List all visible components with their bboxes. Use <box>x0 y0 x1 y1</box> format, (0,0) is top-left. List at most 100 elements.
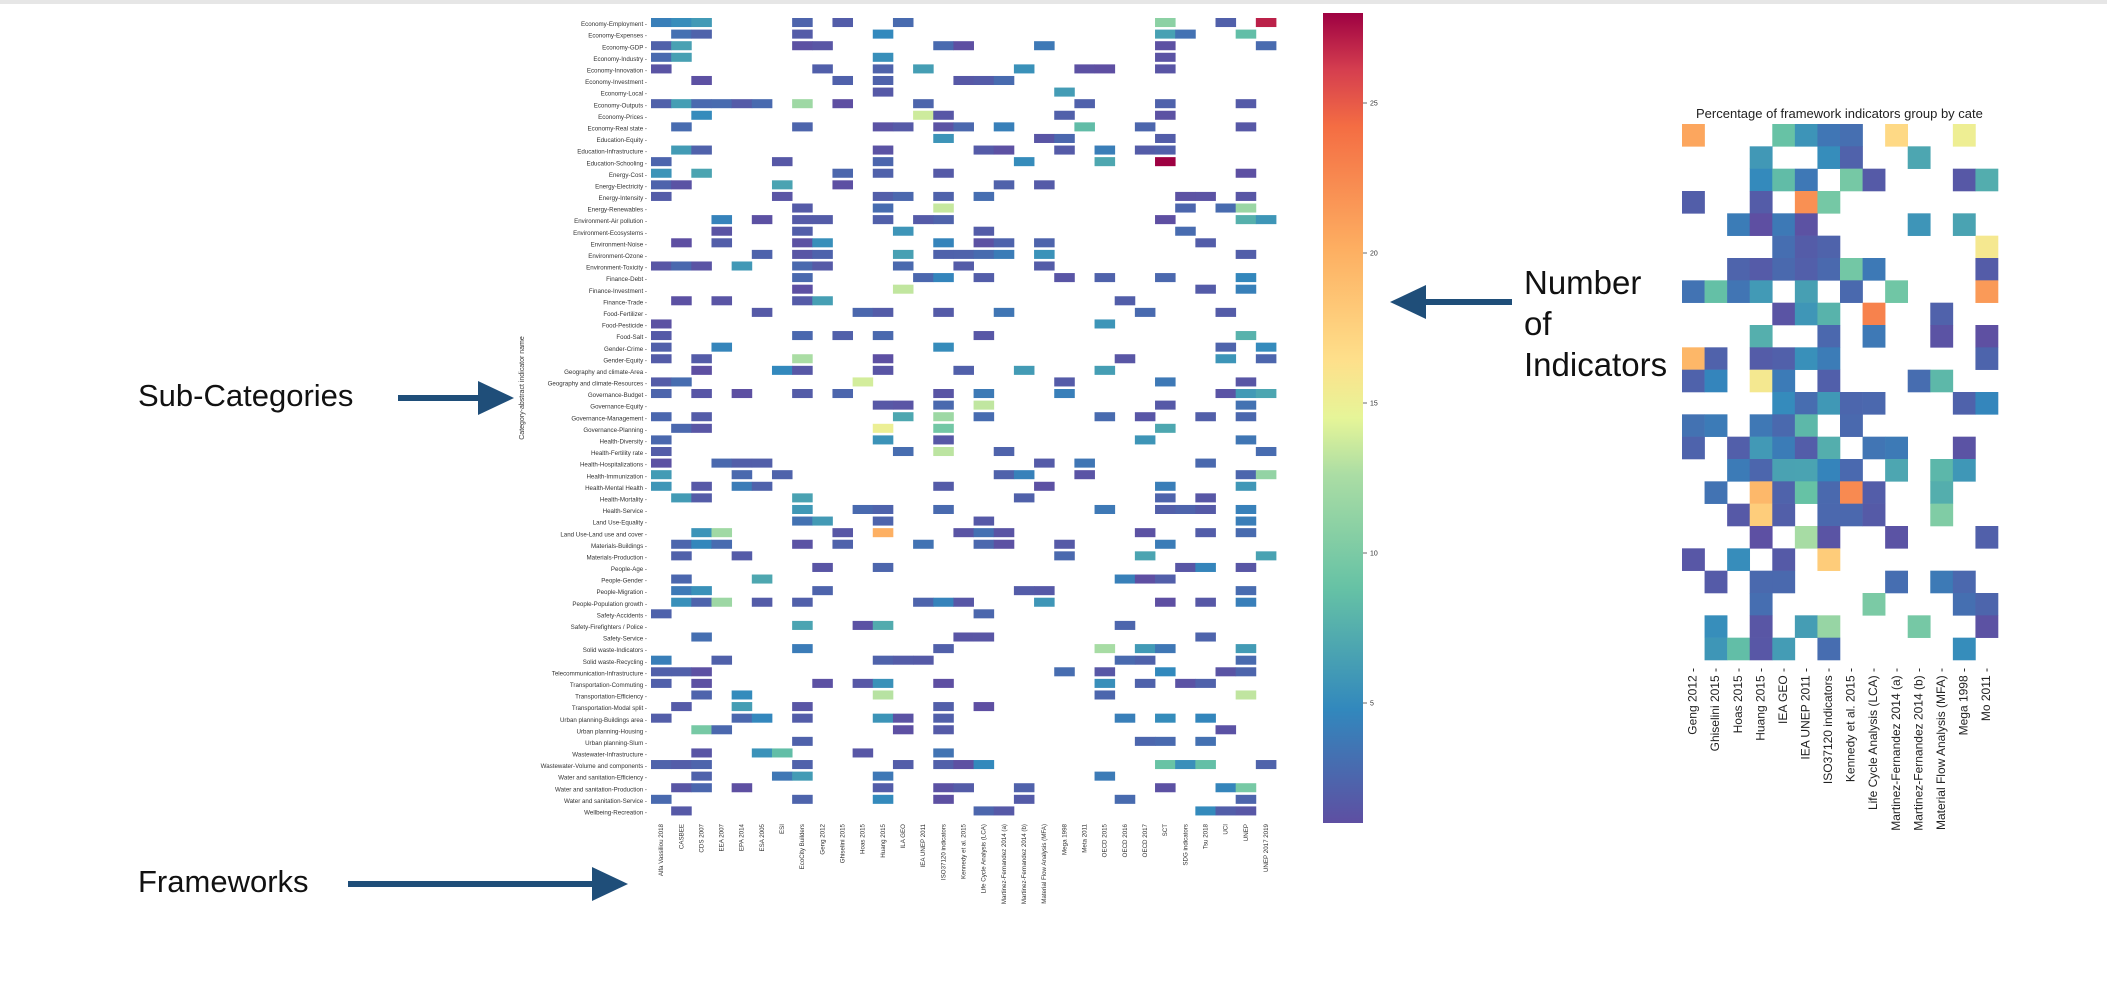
zoom-cell <box>1704 637 1728 661</box>
heatmap-cell <box>1134 307 1156 317</box>
heatmap-cell <box>691 678 712 688</box>
heatmap-cell <box>892 713 914 723</box>
heatmap-cell <box>1195 713 1216 723</box>
zoom-cell <box>1794 302 1818 326</box>
heatmap-cell <box>1013 783 1035 793</box>
zoom-cell <box>1772 414 1796 437</box>
heatmap-cell <box>1054 377 1075 387</box>
heatmap-cell <box>892 226 914 236</box>
heatmap-cell <box>651 389 672 399</box>
heatmap-cell <box>1114 713 1136 723</box>
heatmap-cell <box>933 794 954 804</box>
zoom-cell <box>1952 593 1976 616</box>
heatmap-cell <box>892 412 914 422</box>
zoom-cell <box>1727 436 1751 460</box>
heatmap-cell <box>872 29 894 39</box>
zoom-cell <box>1930 369 1954 393</box>
heatmap-cell <box>933 481 954 491</box>
heatmap-cell <box>651 191 672 201</box>
heatmap-cell <box>973 273 995 283</box>
heatmap-cell <box>1054 145 1075 155</box>
heatmap-cell <box>1074 64 1095 74</box>
heatmap-cell <box>832 75 854 86</box>
heatmap-cell <box>691 110 712 120</box>
heatmap-cell <box>1155 597 1176 607</box>
column-tick-label: ISO37120 indicators <box>940 824 947 880</box>
heatmap-cell <box>993 446 1015 457</box>
row-tick-label: Safety-Service - <box>603 636 647 643</box>
heatmap-cell <box>1215 725 1237 735</box>
heatmap-cell <box>993 528 1015 538</box>
column-tick-label: OECD 2016 <box>1122 823 1129 857</box>
heatmap-cell <box>1255 551 1277 561</box>
heatmap-cell <box>1034 249 1055 259</box>
heatmap-cell <box>792 215 813 225</box>
heatmap-cell <box>933 713 954 723</box>
zoom-cell <box>1772 213 1796 236</box>
heatmap-cell <box>792 273 813 283</box>
heatmap-cell <box>691 493 712 503</box>
row-labels: Economy-Employment - Economy-Expenses - Ec… <box>541 21 647 816</box>
zoom-cell <box>1907 146 1931 169</box>
heatmap-cell <box>892 18 914 28</box>
heatmap-cell <box>872 516 894 526</box>
zoom-cell <box>1794 459 1818 482</box>
heatmap-cell <box>973 412 995 422</box>
heatmap-cell <box>1175 203 1196 213</box>
heatmap-cell <box>671 29 692 39</box>
zoom-cell <box>1772 235 1796 259</box>
heatmap-cell <box>1034 458 1055 468</box>
row-tick-label: Water and sanitation-Production - <box>555 786 647 793</box>
heatmap-cell <box>1034 597 1055 607</box>
heatmap-cell <box>1114 354 1136 364</box>
heatmap-cell <box>1134 574 1156 584</box>
zoom-cell <box>1704 369 1728 393</box>
colorbar-tick-label: 20 <box>1370 251 1378 258</box>
heatmap-cell <box>953 261 974 271</box>
heatmap-cell <box>1255 389 1277 399</box>
heatmap-cell <box>1034 481 1055 491</box>
zoom-cell <box>1772 570 1796 594</box>
zoom-cell <box>1930 570 1954 594</box>
heatmap-cell <box>1134 736 1156 746</box>
zoom-cell <box>1749 414 1773 437</box>
zoom-cell <box>1772 392 1796 415</box>
heatmap-cell <box>651 180 672 190</box>
heatmap-cell <box>993 307 1015 317</box>
row-tick-label: Transportation-Efficiency - <box>575 694 647 701</box>
heatmap-cell <box>651 435 672 445</box>
row-tick-label: Finance-Debt - <box>606 276 647 283</box>
zoom-column-tick-label: Geng 2012 - <box>1686 668 1700 735</box>
heatmap-cell <box>671 760 692 770</box>
heatmap-cell <box>933 644 954 654</box>
zoom-cell <box>1975 258 1999 281</box>
row-tick-label: Land Use-Land use and cover - <box>560 531 647 538</box>
heatmap-cell <box>1114 574 1136 584</box>
heatmap-cell <box>711 226 733 236</box>
column-tick-label: CASBEE <box>678 824 685 849</box>
heatmap-cell <box>1155 273 1176 283</box>
heatmap-cell <box>872 562 894 572</box>
heatmap-cell <box>832 168 854 178</box>
row-tick-label: People-Migration - <box>596 589 647 596</box>
heatmap-cell <box>792 99 813 109</box>
heatmap-cell <box>1054 539 1075 549</box>
heatmap-cell <box>1235 481 1257 491</box>
heatmap-cell <box>973 702 995 712</box>
heatmap-cell <box>751 249 773 259</box>
zoom-cell <box>1840 459 1863 482</box>
zoom-cell <box>1817 191 1841 214</box>
heatmap-cell <box>671 122 692 132</box>
heatmap-cell <box>1155 64 1176 74</box>
heatmap-cell <box>1195 632 1216 642</box>
zoom-cell <box>1817 526 1841 549</box>
heatmap-cell <box>771 365 793 375</box>
heatmap-cell <box>1094 504 1116 514</box>
heatmap-cell <box>731 389 753 399</box>
heatmap-cell <box>691 29 712 39</box>
heatmap-cell <box>872 713 894 723</box>
zoom-cell <box>1817 302 1841 326</box>
zoom-cell <box>1794 436 1818 460</box>
zoom-cell <box>1682 280 1705 303</box>
row-tick-label: People-Gender - <box>601 578 647 585</box>
